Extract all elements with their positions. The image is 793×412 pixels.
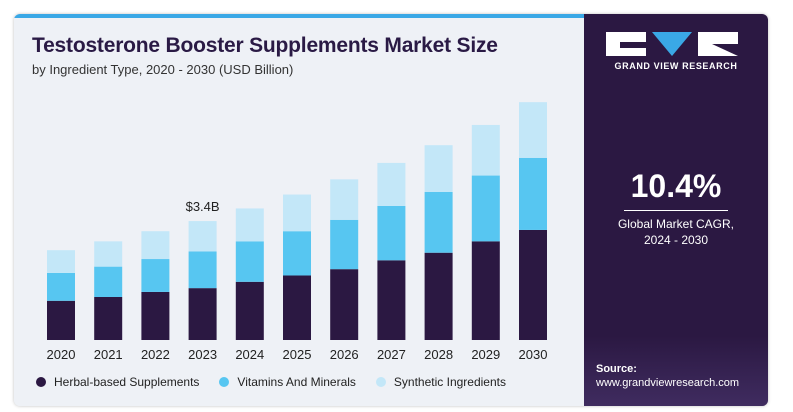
x-tick-label-2020: 2020	[47, 347, 76, 362]
chart-title: Testosterone Booster Supplements Market …	[32, 34, 498, 57]
bar-herbal-2027	[377, 260, 406, 340]
stacked-bar-chart: 2020 2021 2022 2023 2024 2025 2026 2027 2028 2029…	[47, 102, 548, 362]
legend-label-herbal: Herbal-based Supplements	[54, 375, 200, 389]
bar-vitamins-2029	[471, 175, 500, 242]
bar-herbal-2028	[424, 252, 453, 340]
bar-herbal-2020	[47, 300, 75, 340]
cagr-label-line1: Global Market CAGR,	[617, 217, 735, 231]
legend-item-synthetic: Synthetic Ingredients	[375, 375, 506, 389]
x-tick-label-2022: 2022	[141, 347, 170, 362]
bar-synthetic-2020	[47, 250, 75, 273]
chart-legend: Herbal-based Supplements Vitamins And Mi…	[36, 375, 526, 389]
bar-herbal-2030	[519, 229, 547, 340]
bar-vitamins-2024	[235, 241, 264, 282]
source-block: Source: www.grandviewresearch.com	[596, 362, 739, 390]
bar-synthetic-2028	[424, 145, 453, 192]
legend-item-herbal: Herbal-based Supplements	[36, 375, 199, 389]
brand-logo-mark	[606, 32, 746, 56]
infographic-card: Testosterone Booster Supplements Market …	[14, 14, 768, 406]
stats-sidebar: GRAND VIEW RESEARCH 10.4% Global Market …	[584, 14, 768, 406]
legend-label-synthetic: Synthetic Ingredients	[393, 375, 506, 389]
bar-herbal-2025	[283, 275, 311, 340]
cagr-label-line2: 2024 - 2030	[643, 233, 709, 247]
chart-panel: Testosterone Booster Supplements Market …	[14, 18, 584, 406]
bar-vitamins-2025	[283, 231, 311, 276]
x-tick-label-2025: 2025	[283, 347, 312, 362]
bar-vitamins-2022	[141, 259, 170, 292]
bar-herbal-2024	[235, 281, 264, 340]
legend-label-vitamins: Vitamins And Minerals	[237, 375, 356, 389]
source-label: Source:	[596, 363, 637, 375]
bar-synthetic-2030	[519, 102, 547, 158]
cagr-divider	[624, 210, 728, 211]
bar-vitamins-2026	[330, 219, 359, 270]
cagr-value: 10.4%	[630, 168, 722, 204]
legend-dot-vitamins	[219, 377, 230, 387]
accent-bar	[14, 14, 584, 18]
bar-vitamins-2028	[424, 191, 453, 253]
bar-synthetic-2029	[471, 124, 500, 176]
bar-vitamins-2027	[377, 205, 406, 261]
x-tick-label-2024: 2024	[235, 347, 264, 362]
bar-synthetic-2021	[94, 241, 123, 267]
brand-name: GRAND VIEW RESEARCH	[614, 61, 738, 71]
logo-g-icon	[606, 32, 646, 56]
x-tick-label-2021: 2021	[94, 347, 123, 362]
brand-logo: GRAND VIEW RESEARCH	[606, 32, 746, 71]
bar-synthetic-2024	[235, 208, 264, 242]
bar-herbal-2023	[188, 288, 217, 340]
x-tick-label-2026: 2026	[330, 347, 359, 362]
x-tick-label-2027: 2027	[377, 347, 406, 362]
bar-vitamins-2021	[94, 266, 123, 297]
bar-herbal-2026	[330, 269, 359, 340]
x-tick-label-2023: 2023	[188, 347, 217, 362]
bar-synthetic-2027	[377, 162, 406, 206]
source-url[interactable]: www.grandviewresearch.com	[596, 377, 740, 389]
cagr-label: Global Market CAGR, 2024 - 2030	[584, 216, 768, 248]
bar-synthetic-2023	[188, 221, 217, 252]
x-tick-label-2028: 2028	[424, 347, 453, 362]
legend-dot-herbal	[36, 377, 46, 387]
legend-dot-synthetic	[375, 377, 386, 387]
x-tick-label-2029: 2029	[471, 347, 500, 362]
chart-subtitle: by Ingredient Type, 2020 - 2030 (USD Bil…	[32, 62, 294, 77]
bar-herbal-2022	[141, 291, 170, 340]
decorative-wave	[584, 336, 768, 406]
bar-synthetic-2022	[141, 231, 170, 260]
bar-vitamins-2020	[47, 272, 75, 301]
legend-item-vitamins: Vitamins And Minerals	[219, 375, 356, 389]
bar-vitamins-2023	[188, 251, 217, 289]
logo-r-icon	[698, 32, 738, 56]
bar-herbal-2021	[94, 296, 123, 340]
bar-synthetic-2026	[330, 179, 359, 220]
data-label-2023: $3.4B	[186, 199, 220, 214]
x-tick-label-2030: 2030	[519, 347, 548, 362]
bar-vitamins-2030	[519, 157, 547, 230]
bar-synthetic-2025	[283, 194, 311, 232]
bar-herbal-2029	[471, 241, 500, 340]
logo-v-icon	[652, 32, 692, 56]
